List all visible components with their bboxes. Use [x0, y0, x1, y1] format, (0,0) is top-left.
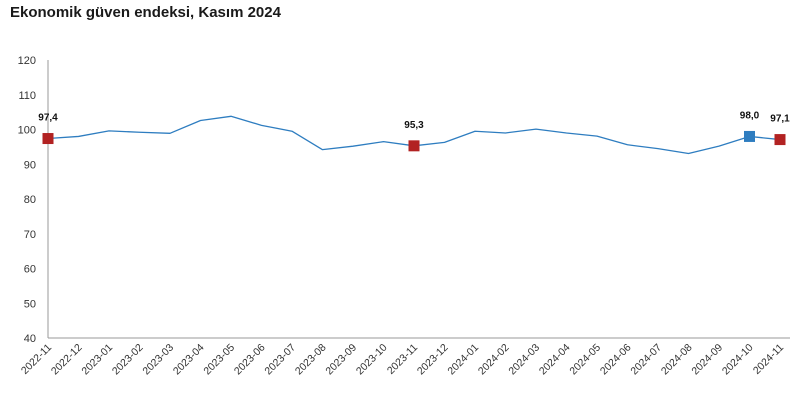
x-tick-label: 2024-11 — [751, 342, 786, 377]
x-tick-label: 2023-08 — [293, 342, 329, 378]
data-marker — [744, 130, 755, 142]
y-tick-label: 40 — [24, 333, 36, 345]
y-axis: 40 50 60 70 80 90 100 110 120 — [18, 55, 49, 345]
x-tick-label: 2023-06 — [232, 342, 268, 378]
data-label: 97,1 — [770, 114, 790, 125]
x-tick-label: 2022-12 — [49, 342, 85, 378]
x-tick-label: 2024-05 — [567, 342, 603, 378]
x-tick-label: 2024-09 — [689, 342, 725, 378]
x-tick-label: 2024-06 — [598, 342, 634, 378]
x-tick-label: 2023-12 — [415, 342, 451, 378]
x-tick-label: 2023-03 — [140, 342, 176, 378]
y-tick-label: 60 — [24, 264, 36, 276]
data-marker — [42, 133, 54, 145]
x-tick-label: 2024-01 — [445, 342, 481, 378]
x-tick-label: 2024-10 — [720, 342, 756, 378]
x-tick-label: 2024-08 — [659, 342, 695, 378]
x-tick-label: 2023-07 — [262, 342, 298, 378]
x-axis: 2022-112022-122023-012023-022023-032023-… — [19, 337, 790, 378]
x-tick-label: 2023-02 — [110, 342, 146, 378]
chart-title: Ekonomik güven endeksi, Kasım 2024 — [10, 4, 281, 21]
x-tick-label: 2024-07 — [628, 342, 664, 378]
y-tick-label: 90 — [24, 159, 36, 171]
x-tick-label: 2024-02 — [476, 342, 512, 378]
data-label: 95,3 — [404, 120, 424, 131]
y-tick-label: 80 — [24, 194, 36, 206]
x-tick-label: 2023-09 — [323, 342, 359, 378]
data-marker — [408, 140, 420, 152]
y-tick-label: 50 — [24, 298, 36, 310]
data-label: 97,4 — [38, 113, 58, 124]
x-tick-label: 2023-01 — [79, 342, 115, 378]
data-label: 98,0 — [740, 110, 760, 121]
x-tick-label: 2023-11 — [385, 342, 420, 377]
y-tick-label: 100 — [18, 125, 36, 137]
marker-group: 97,4 95,3 98,0 97,1 — [38, 110, 790, 152]
data-marker — [774, 134, 786, 146]
x-tick-label: 2023-04 — [171, 342, 207, 378]
y-tick-label: 120 — [18, 55, 36, 67]
x-tick-label: 2024-03 — [506, 342, 542, 378]
y-tick-label: 110 — [18, 90, 36, 102]
y-tick-label: 70 — [24, 229, 36, 241]
x-tick-label: 2022-11 — [19, 342, 54, 377]
x-tick-label: 2024-04 — [537, 342, 573, 378]
x-tick-label: 2023-05 — [201, 342, 237, 378]
x-tick-label: 2023-10 — [354, 342, 390, 378]
